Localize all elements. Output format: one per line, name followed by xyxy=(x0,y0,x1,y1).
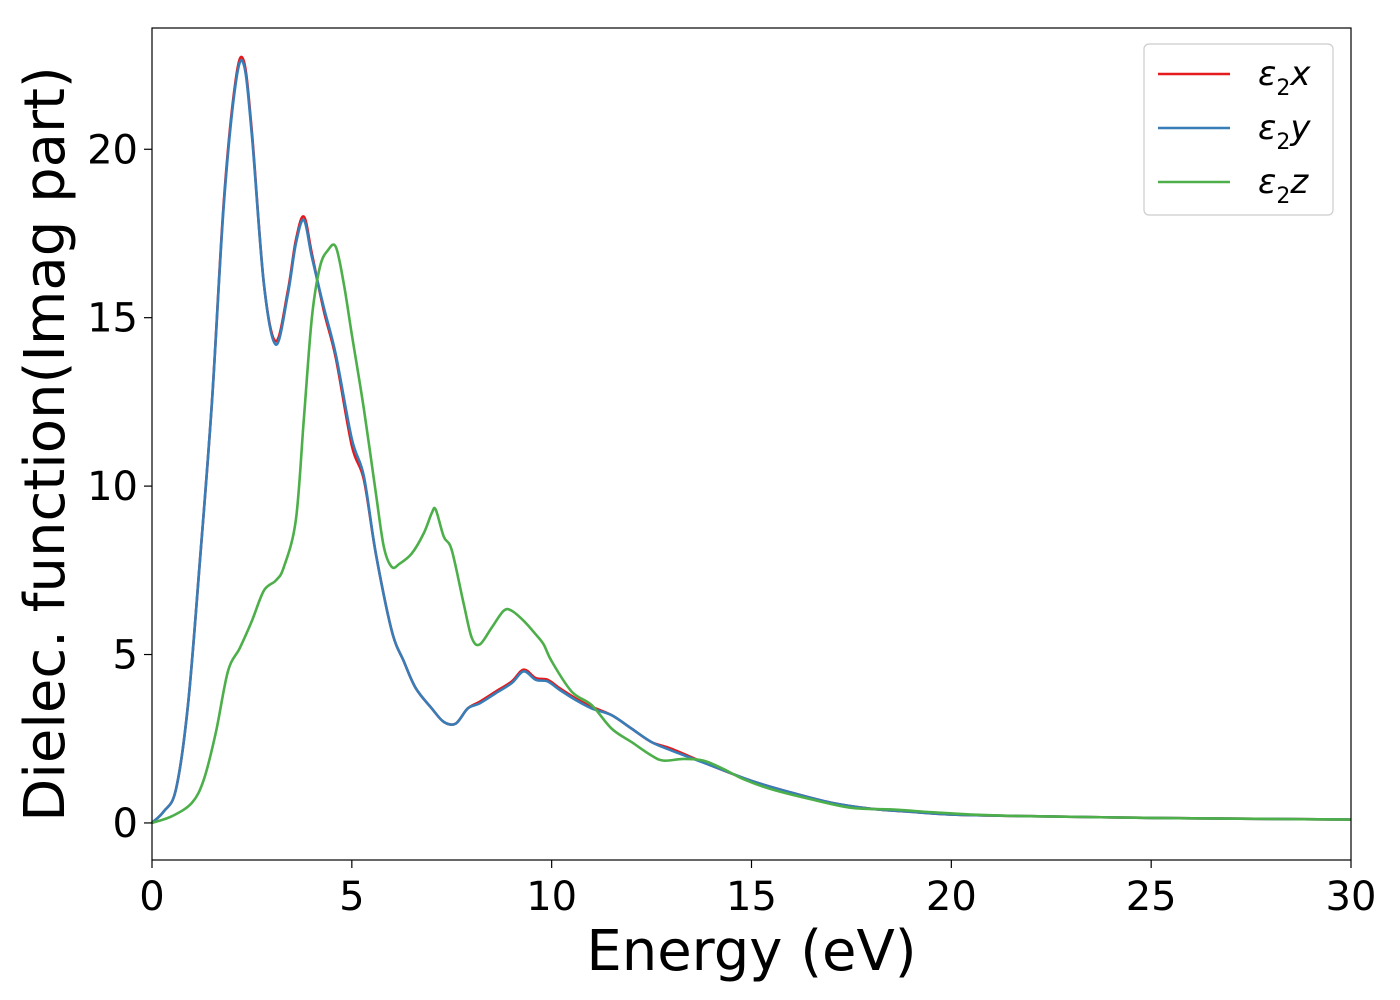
y-tick-label: 0 xyxy=(113,801,138,847)
legend: ε2x ε2y ε2z xyxy=(1143,43,1334,216)
legend-box xyxy=(1143,43,1334,216)
series-line-y xyxy=(151,59,1352,824)
x-tick-label: 10 xyxy=(526,874,577,920)
x-tick-label: 30 xyxy=(1326,874,1377,920)
x-tick-label: 25 xyxy=(1126,874,1177,920)
x-tick-label: 5 xyxy=(339,874,364,920)
series-line-z xyxy=(151,243,1352,825)
series-layer xyxy=(151,55,1352,825)
y-tick-label: 10 xyxy=(87,464,138,510)
x-axis-label: Energy (eV) xyxy=(586,919,916,984)
y-tick-label: 15 xyxy=(87,296,138,342)
legend-label-z: ε2z xyxy=(1258,162,1309,209)
legend-label-x: ε2x xyxy=(1258,54,1311,101)
y-tick-label: 5 xyxy=(113,633,138,679)
y-axis-label: Dielec. function(Imag part) xyxy=(13,66,78,822)
legend-label-y: ε2y xyxy=(1258,108,1311,155)
x-axis-ticks: 0 5 10 15 20 25 30 xyxy=(139,860,1376,920)
x-tick-label: 15 xyxy=(726,874,777,920)
x-tick-label: 20 xyxy=(926,874,977,920)
y-tick-label: 20 xyxy=(87,127,138,173)
x-tick-label: 0 xyxy=(139,874,164,920)
y-axis-ticks: 0 5 10 15 20 xyxy=(87,127,152,847)
